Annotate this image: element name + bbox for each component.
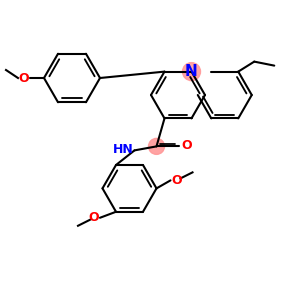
Text: O: O [182, 139, 192, 152]
Circle shape [148, 138, 164, 154]
Text: HN: HN [113, 143, 134, 156]
Text: O: O [18, 71, 29, 85]
Circle shape [182, 63, 200, 81]
Text: O: O [172, 174, 182, 187]
Text: O: O [88, 211, 99, 224]
Text: N: N [185, 64, 198, 79]
